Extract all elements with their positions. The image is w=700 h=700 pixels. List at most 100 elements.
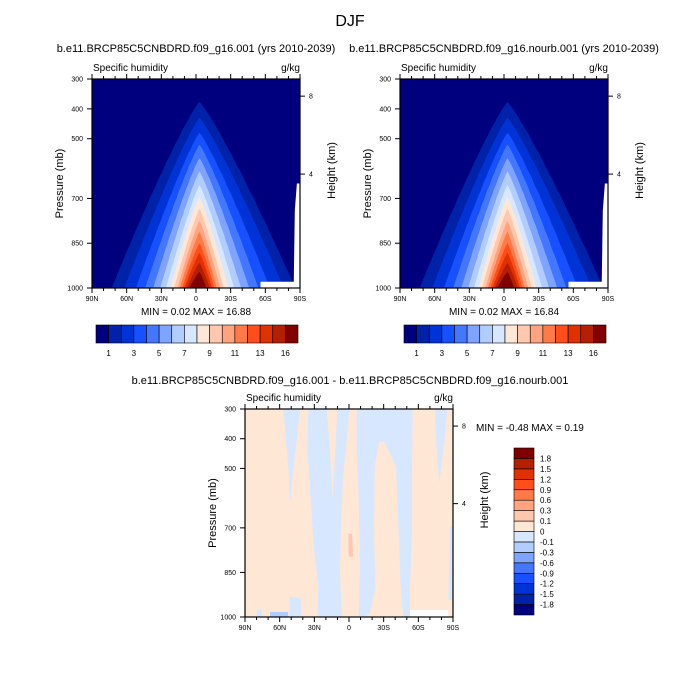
colorbar-label: 0.6 xyxy=(540,496,552,505)
y-tick-label: 400 xyxy=(379,106,391,113)
colorbar-label: 5 xyxy=(465,349,470,358)
colorbar-box xyxy=(247,324,261,344)
y-tick-label: 700 xyxy=(379,196,391,203)
height-tick-label: 4 xyxy=(462,501,466,508)
colorbar-label: -0.9 xyxy=(540,569,554,578)
x-tick-label: 90N xyxy=(394,296,407,303)
x-tick-label: 60S xyxy=(412,625,425,632)
colorbar-box xyxy=(542,324,556,344)
colorbar-box xyxy=(513,447,535,459)
panel-title: b.e11.BRCP85C5CNBDRD.f09_g16.001 (yrs 20… xyxy=(57,43,336,55)
colorbar-label: -1.8 xyxy=(540,601,554,610)
colorbar-box xyxy=(513,593,535,605)
topography-mask xyxy=(260,183,300,288)
colorbar-label: 7 xyxy=(490,349,495,358)
colorbar xyxy=(513,447,535,616)
contour-level-neg0.1-to-0 xyxy=(256,610,262,617)
contour-level-neg0.1-to-0 xyxy=(283,409,300,504)
y-tick-label: 500 xyxy=(379,136,391,143)
colorbar-box xyxy=(441,324,455,344)
x-tick-label: 0 xyxy=(347,625,351,632)
colorbar-box xyxy=(158,324,173,344)
colorbar-box xyxy=(209,324,223,344)
colorbar-box xyxy=(403,324,417,344)
y-tick-label: 300 xyxy=(71,77,83,84)
colorbar-box xyxy=(479,324,493,344)
y-tick-label: 300 xyxy=(379,77,391,84)
panel-top-right xyxy=(395,74,613,293)
y-tick-label: 700 xyxy=(224,525,236,532)
contour-fill xyxy=(400,79,608,288)
colorbar-box xyxy=(504,324,518,344)
min-max-label: MIN = 0.02 MAX = 16.84 xyxy=(449,307,559,318)
colorbar-box xyxy=(513,458,535,470)
colorbar-box xyxy=(108,324,122,344)
colorbar-box xyxy=(529,324,544,344)
colorbar-label: 7 xyxy=(182,349,187,358)
colorbar-label: 13 xyxy=(256,349,265,358)
colorbar-box xyxy=(567,324,582,344)
colorbar-box xyxy=(513,552,535,564)
units-label: g/kg xyxy=(434,393,453,404)
colorbar-box xyxy=(184,324,198,344)
colorbar-label: 3 xyxy=(440,349,445,358)
x-tick-label: 60S xyxy=(259,296,272,303)
y-tick-label: 500 xyxy=(71,136,83,143)
y-axis-right-label: Height (km) xyxy=(634,142,646,199)
colorbar-label: 16 xyxy=(281,349,290,358)
colorbar-box xyxy=(285,324,299,344)
colorbar-box xyxy=(428,324,443,344)
colorbar-label: 16 xyxy=(589,349,598,358)
colorbar-box xyxy=(259,324,274,344)
colorbar-label: 11 xyxy=(539,349,548,358)
y-tick-label: 400 xyxy=(71,106,83,113)
contour-level-neg0.1-to-0 xyxy=(289,596,302,617)
colorbar-box xyxy=(95,324,109,344)
colorbar-label: 1 xyxy=(106,349,111,358)
y-tick-label: 400 xyxy=(224,436,236,443)
panel-title: b.e11.BRCP85C5CNBDRD.f09_g16.001 - b.e11… xyxy=(132,375,569,387)
contour-level-neg0.1-to-0 xyxy=(356,409,413,617)
y-axis-label: Pressure (mb) xyxy=(54,149,66,219)
colorbar-label: 0.3 xyxy=(540,507,552,516)
panel-bottom xyxy=(240,404,458,622)
height-tick-label: 8 xyxy=(617,94,621,101)
y-tick-label: 700 xyxy=(71,196,83,203)
colorbar-box xyxy=(513,489,535,501)
colorbar-box xyxy=(234,324,248,344)
colorbar-box xyxy=(513,520,535,532)
colorbar-box xyxy=(593,324,607,344)
colorbar-label: 1 xyxy=(414,349,419,358)
panel-top-left xyxy=(87,74,305,293)
x-tick-label: 0 xyxy=(502,296,506,303)
colorbar-box xyxy=(272,324,286,344)
colorbar-label: 5 xyxy=(157,349,162,358)
left-string: Specific humidity xyxy=(246,393,321,404)
x-tick-label: 30N xyxy=(463,296,476,303)
y-tick-label: 850 xyxy=(224,570,236,577)
colorbar-label: 1.8 xyxy=(540,454,552,463)
contour-level-neg0.1-to-0 xyxy=(307,409,350,617)
y-tick-label: 850 xyxy=(379,241,391,248)
colorbar-box xyxy=(454,324,468,344)
colorbar-box xyxy=(513,562,535,574)
colorbar-label: 1.5 xyxy=(540,465,552,474)
y-tick-label: 500 xyxy=(224,466,236,473)
left-string: Specific humidity xyxy=(401,63,476,74)
y-tick-label: 850 xyxy=(71,241,83,248)
contour-fill xyxy=(92,79,300,288)
y-tick-label: 1000 xyxy=(220,615,236,622)
colorbar-label: -1.2 xyxy=(540,580,554,589)
y-axis-label: Pressure (mb) xyxy=(207,478,219,548)
colorbar xyxy=(403,324,607,344)
colorbar-label: -0.6 xyxy=(540,559,554,568)
colorbar xyxy=(95,324,299,344)
x-tick-label: 90S xyxy=(447,625,460,632)
x-tick-label: 30S xyxy=(224,296,237,303)
colorbar-label: 1.2 xyxy=(540,475,552,484)
colorbar-box xyxy=(196,324,210,344)
colorbar-box xyxy=(466,324,481,344)
y-tick-label: 1000 xyxy=(375,286,391,293)
x-tick-label: 30S xyxy=(532,296,545,303)
